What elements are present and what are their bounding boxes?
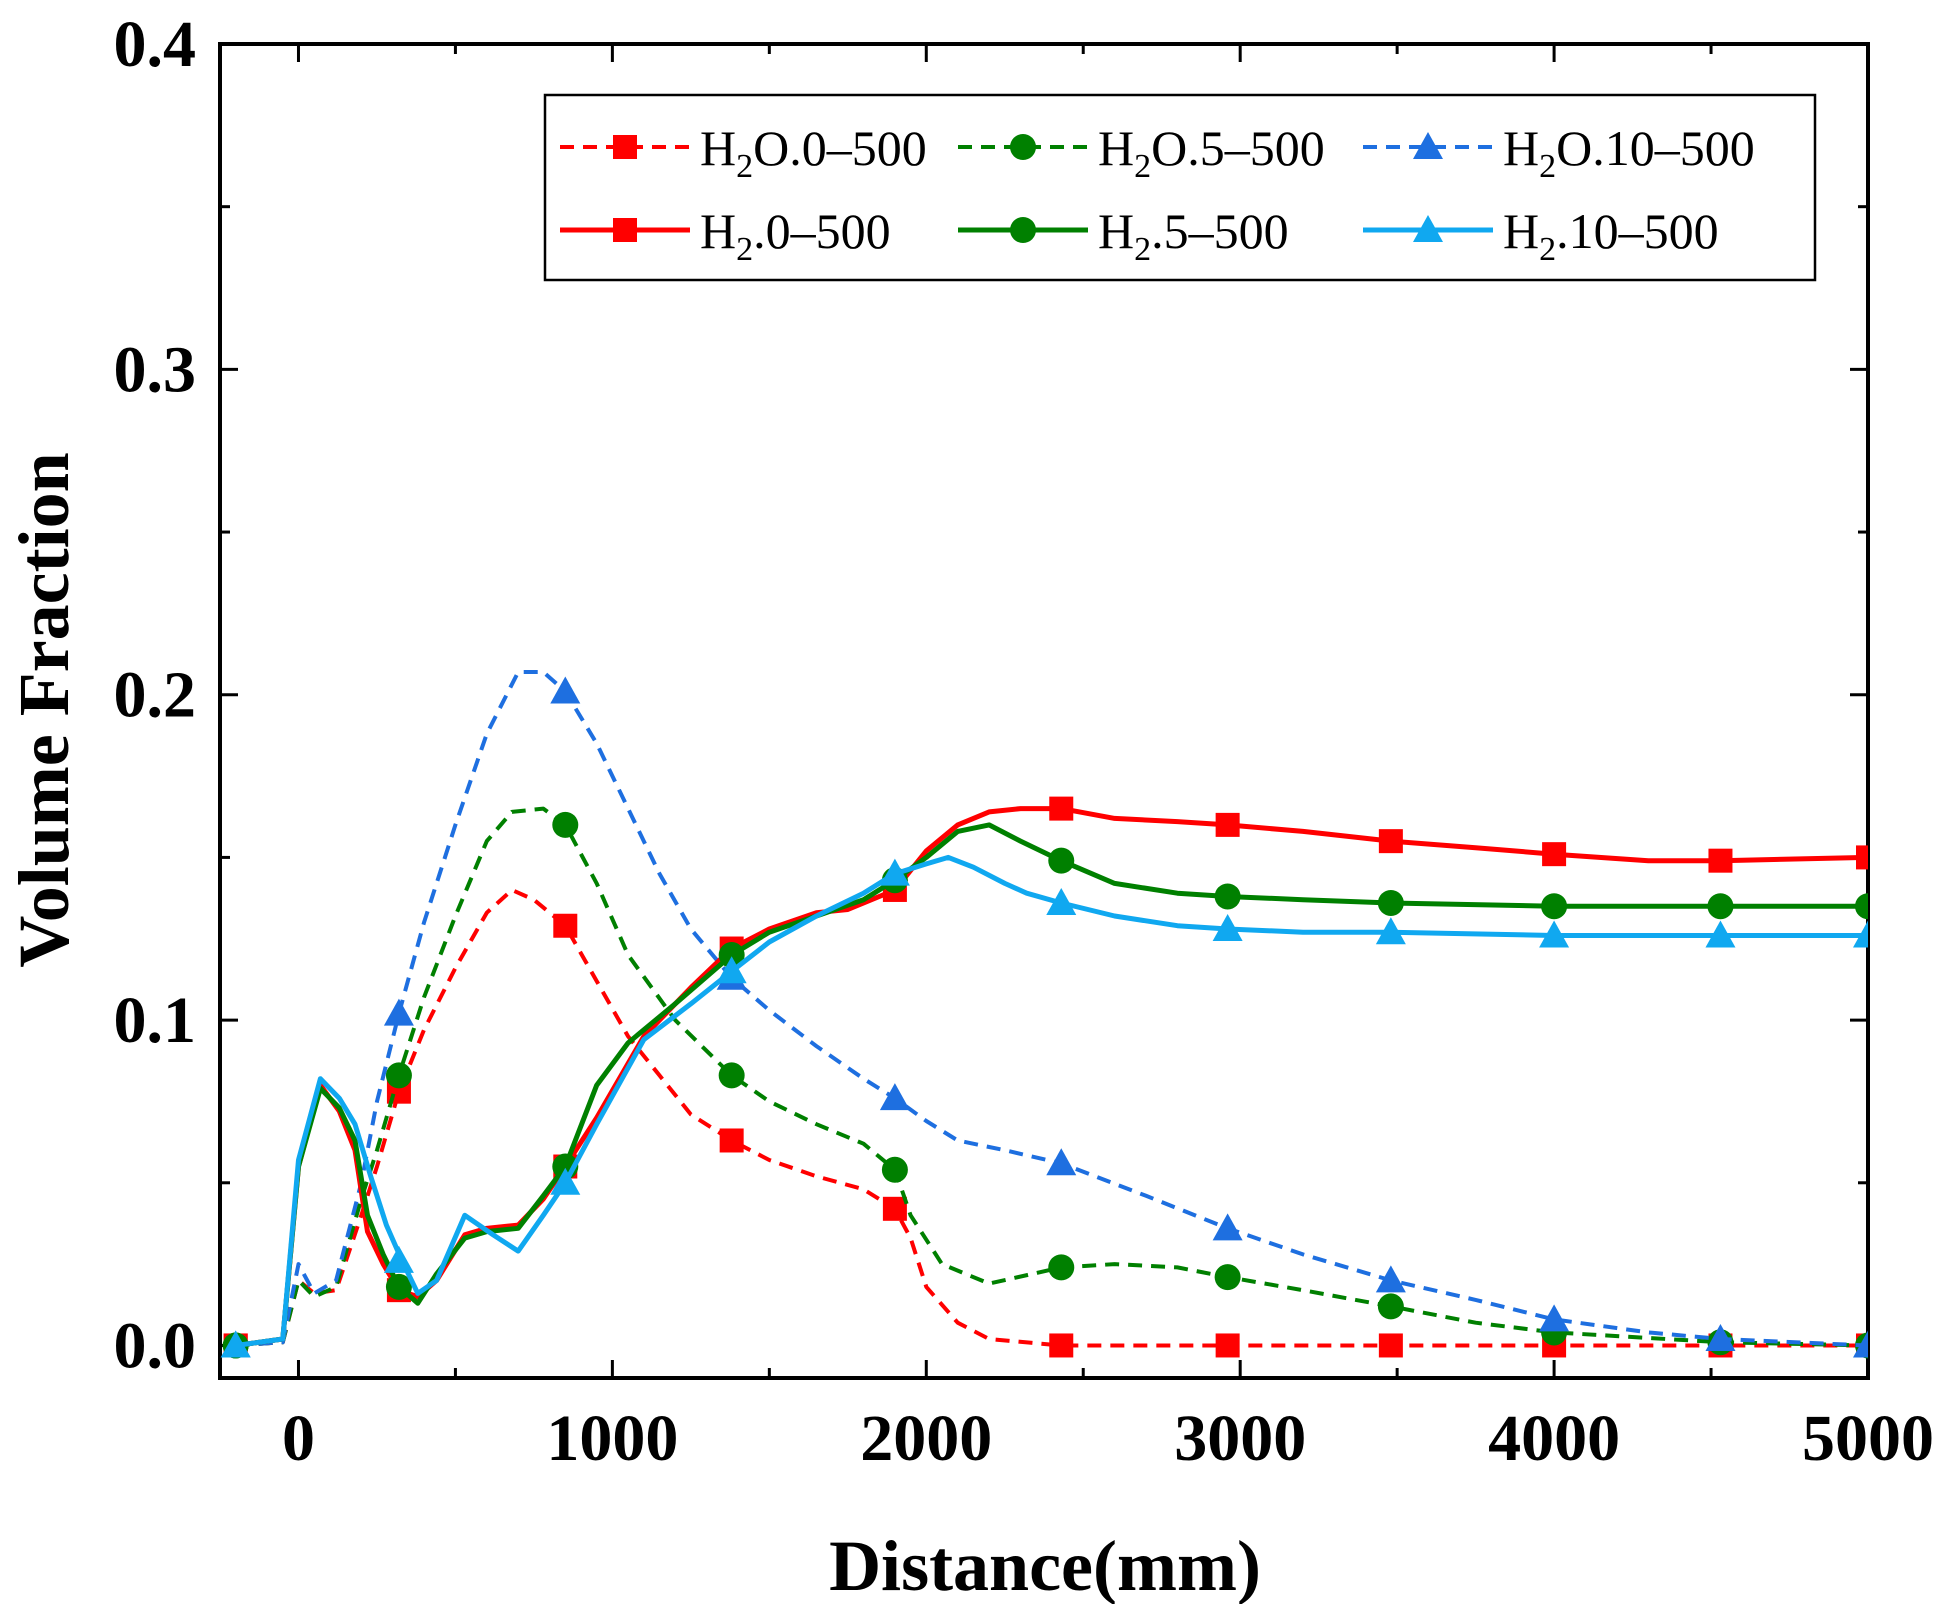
legend-item: H2.0–500 xyxy=(560,203,891,268)
legend-label: H2.5–500 xyxy=(1098,203,1289,268)
series-h2o-5-500 xyxy=(222,806,1868,1359)
x-tick-label: 2000 xyxy=(860,1402,992,1475)
data-point-square xyxy=(1049,796,1074,821)
legend-marker xyxy=(613,135,637,159)
data-point-triangle xyxy=(1705,920,1736,948)
y-tick-label: 0.3 xyxy=(114,333,197,406)
series-line xyxy=(235,854,1868,1348)
series-h2o-0-500 xyxy=(223,888,1868,1358)
legend: H2O.0–500 H2O.5–500 H2O.10–500 H2.0–500 H2.5… xyxy=(543,93,1817,282)
plot-frame xyxy=(218,42,1870,1380)
series-line xyxy=(235,822,1868,1348)
legend-marker xyxy=(613,218,637,242)
data-point-square xyxy=(1542,842,1567,867)
y-tick-label: 0.2 xyxy=(114,659,197,732)
data-point-triangle xyxy=(1539,920,1570,948)
data-point-circle xyxy=(881,1156,908,1183)
data-point-square xyxy=(553,913,578,938)
data-point-triangle xyxy=(1046,887,1077,915)
data-point-circle xyxy=(1707,893,1734,920)
legend-item: H2O.5–500 xyxy=(958,120,1325,185)
data-point-circle xyxy=(1214,1264,1241,1291)
data-point-triangle xyxy=(550,1167,581,1195)
y-tick-label: 0.0 xyxy=(114,1309,197,1382)
data-point-triangle xyxy=(1212,1213,1243,1241)
data-point-circle xyxy=(1377,889,1404,916)
legend-label: H2O.0–500 xyxy=(700,120,927,185)
data-point-circle xyxy=(718,1062,745,1089)
x-tick-label: 4000 xyxy=(1488,1402,1620,1475)
data-point-triangle xyxy=(550,676,581,704)
legend-item: H2.5–500 xyxy=(958,203,1289,268)
data-point-circle xyxy=(1048,847,1075,874)
data-point-circle xyxy=(1541,893,1568,920)
series-h2o-10-500 xyxy=(220,670,1868,1358)
data-point-triangle xyxy=(1046,1148,1077,1176)
legend-marker xyxy=(1413,215,1443,242)
data-point-square xyxy=(882,1196,907,1221)
data-point-triangle xyxy=(1212,913,1243,941)
data-point-circle xyxy=(1377,1293,1404,1320)
legend-marker xyxy=(1010,134,1036,160)
series-line xyxy=(235,670,1868,1348)
data-point-circle xyxy=(552,811,579,838)
legend-label: H2.0–500 xyxy=(700,203,891,268)
x-tick-label: 3000 xyxy=(1174,1402,1306,1475)
data-point-circle xyxy=(1214,883,1241,910)
data-point-triangle xyxy=(879,1083,910,1111)
legend-box xyxy=(543,93,1817,282)
data-point-triangle xyxy=(220,1330,251,1358)
x-tick-label: 1000 xyxy=(546,1402,678,1475)
data-point-square xyxy=(1215,1333,1240,1358)
y-tick-label: 0.4 xyxy=(114,8,197,81)
legend-item: H2O.0–500 xyxy=(560,120,927,185)
x-tick-label: 0 xyxy=(282,1402,315,1475)
data-point-square xyxy=(1378,829,1403,854)
data-point-triangle xyxy=(1853,920,1868,948)
legend-item: H2.10–500 xyxy=(1363,203,1719,268)
legend-marker xyxy=(1010,217,1036,243)
data-point-square xyxy=(1378,1333,1403,1358)
x-tick-label: 5000 xyxy=(1802,1402,1934,1475)
data-point-triangle xyxy=(1375,917,1406,945)
series-h2-10-500 xyxy=(220,854,1868,1358)
legend-label: H2O.10–500 xyxy=(1503,120,1755,185)
y-axis-title: Volume Fraction xyxy=(4,452,84,967)
legend-label: H2O.5–500 xyxy=(1098,120,1325,185)
legend-label: H2.10–500 xyxy=(1503,203,1719,268)
x-axis-title: Distance(mm) xyxy=(829,1526,1261,1604)
data-point-square xyxy=(1856,845,1868,870)
data-point-triangle xyxy=(383,998,414,1026)
data-point-square xyxy=(719,1128,744,1153)
data-point-circle xyxy=(1855,893,1868,920)
data-point-triangle xyxy=(383,1245,414,1273)
data-point-triangle xyxy=(1539,1304,1570,1332)
data-point-square xyxy=(1708,848,1733,873)
series-layer xyxy=(220,670,1868,1359)
data-point-circle xyxy=(718,942,745,969)
legend-item: H2O.10–500 xyxy=(1363,120,1755,185)
series-line xyxy=(235,888,1868,1348)
y-tick-label: 0.1 xyxy=(114,984,197,1057)
series-line xyxy=(235,806,1868,1348)
data-point-circle xyxy=(1048,1254,1075,1281)
data-point-triangle xyxy=(1705,1323,1736,1351)
data-point-triangle xyxy=(1853,1330,1868,1358)
data-point-circle xyxy=(385,1273,412,1300)
data-point-square xyxy=(1049,1333,1074,1358)
data-point-square xyxy=(1215,812,1240,837)
data-point-triangle xyxy=(879,858,910,886)
data-point-circle xyxy=(385,1062,412,1089)
data-point-triangle xyxy=(716,956,747,984)
axis-ticks: 0 1000 2000 3000 4000 5000 0.0 0.1 0.2 0.3 0.4 xyxy=(114,8,1935,1475)
legend-marker xyxy=(1413,132,1443,159)
data-point-triangle xyxy=(1375,1265,1406,1293)
